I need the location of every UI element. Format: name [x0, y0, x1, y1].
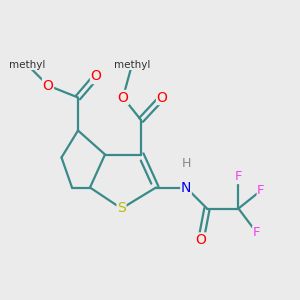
Text: O: O	[157, 91, 167, 104]
Text: F: F	[253, 226, 260, 239]
Text: O: O	[91, 70, 101, 83]
Text: S: S	[117, 202, 126, 215]
Text: N: N	[181, 181, 191, 194]
Text: F: F	[257, 184, 265, 197]
Text: methyl: methyl	[114, 59, 150, 70]
Text: O: O	[43, 79, 53, 92]
Text: F: F	[235, 170, 242, 184]
Text: methyl: methyl	[9, 59, 45, 70]
Text: O: O	[196, 233, 206, 247]
Text: O: O	[118, 91, 128, 104]
Text: H: H	[181, 157, 191, 170]
